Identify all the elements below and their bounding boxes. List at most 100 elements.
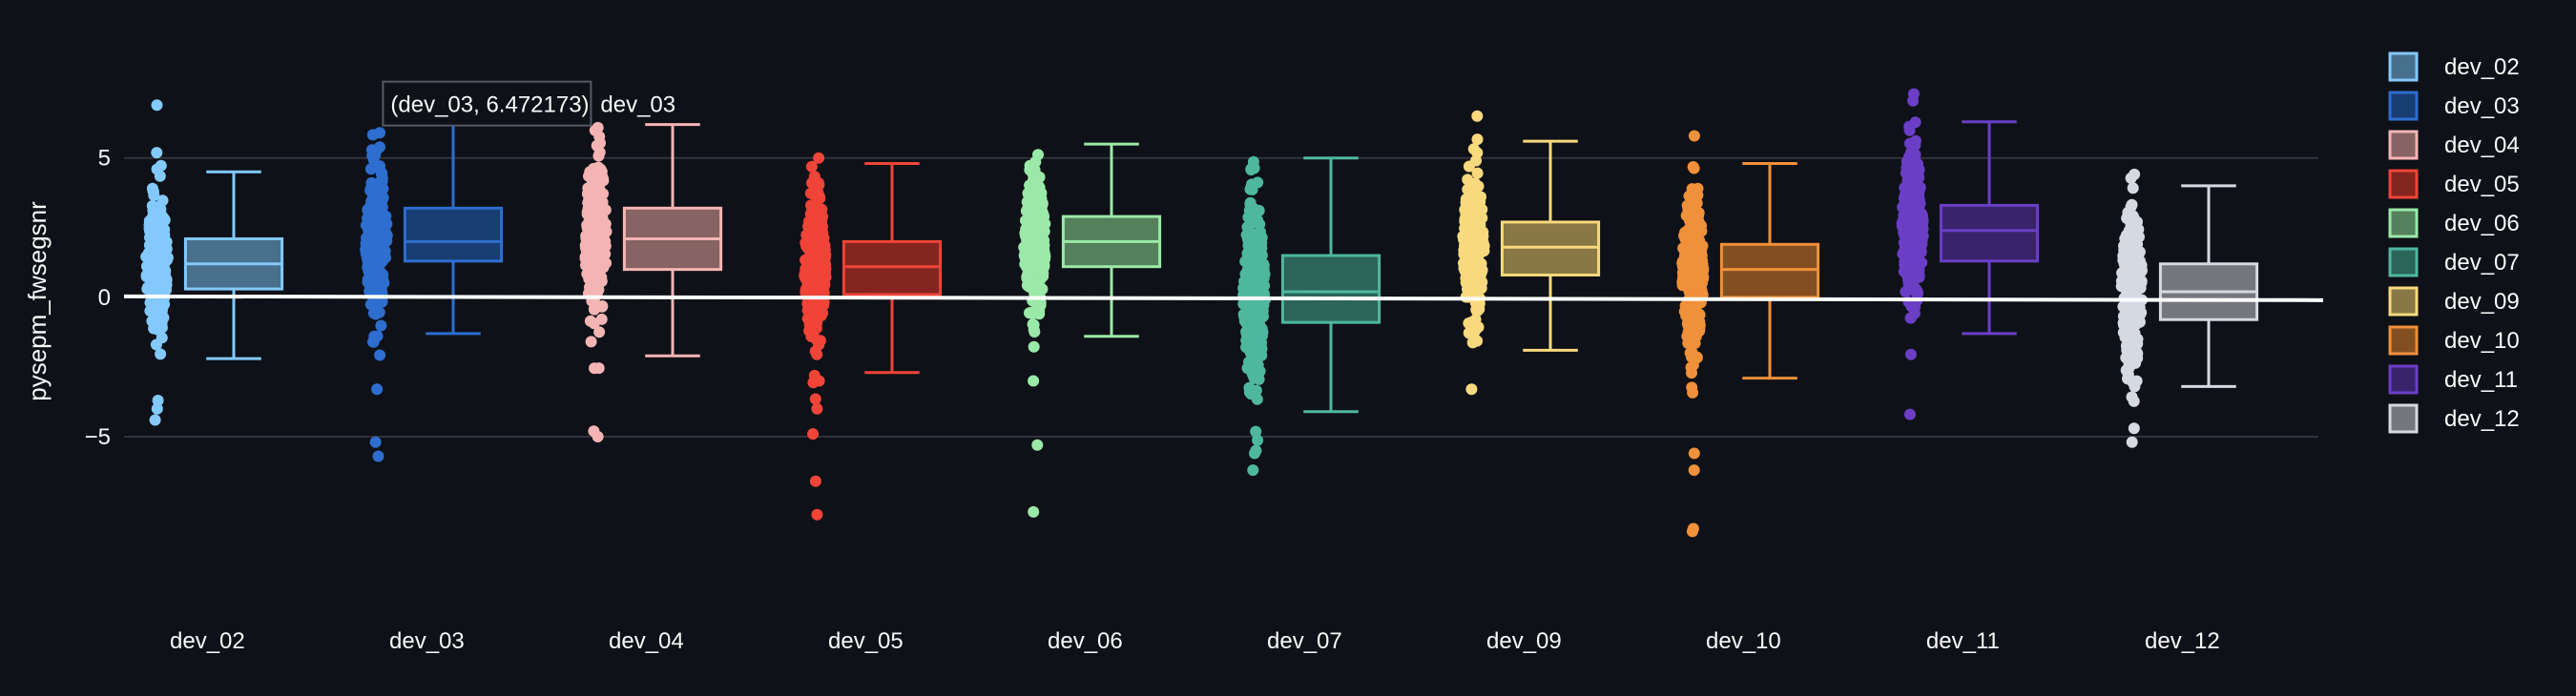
data-point[interactable] xyxy=(1246,363,1258,376)
outlier-point[interactable] xyxy=(1686,525,1698,538)
data-point[interactable] xyxy=(1254,343,1266,356)
outlier-point[interactable] xyxy=(809,475,821,487)
data-point[interactable] xyxy=(1909,149,1922,161)
data-point[interactable] xyxy=(816,275,828,287)
data-point[interactable] xyxy=(817,285,829,297)
data-point[interactable] xyxy=(814,212,825,224)
data-point[interactable] xyxy=(813,152,825,164)
data-point[interactable] xyxy=(364,279,376,292)
data-point[interactable] xyxy=(1028,340,1040,353)
box-group-dev_09[interactable] xyxy=(1500,139,1601,352)
data-point[interactable] xyxy=(1029,155,1042,168)
data-point[interactable] xyxy=(1020,223,1032,235)
data-point[interactable] xyxy=(1679,234,1692,246)
data-point[interactable] xyxy=(588,164,600,176)
data-point[interactable] xyxy=(1023,212,1035,224)
data-point[interactable] xyxy=(1471,133,1484,146)
data-point[interactable] xyxy=(1909,283,1922,295)
outlier-point[interactable] xyxy=(1249,447,1260,460)
data-point[interactable] xyxy=(591,219,603,232)
data-point[interactable] xyxy=(1471,147,1484,159)
data-point[interactable] xyxy=(374,256,386,269)
data-point[interactable] xyxy=(1240,254,1253,266)
legend-item-dev_03[interactable]: dev_03 xyxy=(2388,91,2520,121)
data-point[interactable] xyxy=(1908,220,1921,233)
outlier-point[interactable] xyxy=(372,450,384,462)
data-point[interactable] xyxy=(595,253,608,264)
data-point[interactable] xyxy=(805,327,818,339)
data-point[interactable] xyxy=(1684,267,1696,279)
data-point[interactable] xyxy=(1249,216,1261,229)
data-point[interactable] xyxy=(140,270,153,282)
data-point[interactable] xyxy=(1464,214,1476,226)
data-point[interactable] xyxy=(1257,301,1269,314)
data-point[interactable] xyxy=(1683,190,1695,202)
data-point[interactable] xyxy=(1683,223,1695,235)
outlier-point[interactable] xyxy=(1247,464,1259,477)
data-point[interactable] xyxy=(2122,373,2133,385)
strip-group-dev_02[interactable] xyxy=(140,99,174,426)
data-point[interactable] xyxy=(373,273,385,285)
data-point[interactable] xyxy=(1909,116,1922,129)
box-group-dev_11[interactable] xyxy=(1939,120,2040,336)
data-point[interactable] xyxy=(1248,355,1260,366)
data-point[interactable] xyxy=(587,246,599,258)
data-point[interactable] xyxy=(1036,266,1049,278)
data-point[interactable] xyxy=(2123,225,2135,237)
data-point[interactable] xyxy=(810,200,821,213)
data-point[interactable] xyxy=(1036,200,1049,212)
data-point[interactable] xyxy=(2131,238,2144,251)
data-point[interactable] xyxy=(1248,309,1260,321)
data-point[interactable] xyxy=(1687,161,1699,173)
data-point[interactable] xyxy=(156,194,169,207)
outlier-point[interactable] xyxy=(2128,422,2140,435)
data-point[interactable] xyxy=(597,228,609,240)
data-point[interactable] xyxy=(595,237,608,250)
box-plots[interactable] xyxy=(183,115,2259,414)
data-point[interactable] xyxy=(580,231,592,243)
outlier-point[interactable] xyxy=(2126,436,2138,448)
data-point[interactable] xyxy=(367,336,380,348)
data-point[interactable] xyxy=(1252,434,1264,446)
data-point[interactable] xyxy=(365,264,378,276)
box-group-dev_06[interactable] xyxy=(1061,142,1162,338)
data-point[interactable] xyxy=(2127,182,2139,194)
data-point[interactable] xyxy=(1257,310,1269,322)
data-point[interactable] xyxy=(593,146,606,158)
legend-item-dev_10[interactable]: dev_10 xyxy=(2388,325,2520,356)
data-point[interactable] xyxy=(815,249,827,261)
data-point[interactable] xyxy=(2125,172,2137,184)
data-point[interactable] xyxy=(364,198,377,211)
data-point[interactable] xyxy=(1905,312,1918,324)
data-point[interactable] xyxy=(1913,189,1925,201)
data-point[interactable] xyxy=(593,131,606,143)
data-point[interactable] xyxy=(1458,257,1469,269)
strip-group-dev_04[interactable] xyxy=(579,121,613,442)
data-point[interactable] xyxy=(369,149,382,161)
data-point[interactable] xyxy=(1695,225,1708,237)
outlier-point[interactable] xyxy=(371,383,384,396)
data-point[interactable] xyxy=(810,316,822,328)
data-point[interactable] xyxy=(151,299,163,312)
data-point[interactable] xyxy=(814,233,826,245)
data-point[interactable] xyxy=(1246,284,1257,297)
data-point[interactable] xyxy=(1682,326,1694,338)
box-group-dev_05[interactable] xyxy=(841,162,943,375)
outlier-point[interactable] xyxy=(1028,505,1040,518)
data-point[interactable] xyxy=(372,160,384,173)
data-point[interactable] xyxy=(800,229,813,241)
data-point[interactable] xyxy=(369,238,382,251)
data-point[interactable] xyxy=(149,249,161,261)
data-point[interactable] xyxy=(1256,277,1268,290)
box-group-dev_10[interactable] xyxy=(1719,162,1820,380)
data-point[interactable] xyxy=(583,207,595,219)
data-point[interactable] xyxy=(1467,286,1480,297)
outlier-point[interactable] xyxy=(1465,383,1478,396)
outlier-point[interactable] xyxy=(807,428,820,440)
data-point[interactable] xyxy=(364,256,377,268)
data-point[interactable] xyxy=(807,377,820,389)
data-point[interactable] xyxy=(2135,306,2148,318)
data-point[interactable] xyxy=(1904,348,1917,360)
data-point[interactable] xyxy=(2123,362,2134,375)
legend-item-dev_06[interactable]: dev_06 xyxy=(2388,208,2520,238)
